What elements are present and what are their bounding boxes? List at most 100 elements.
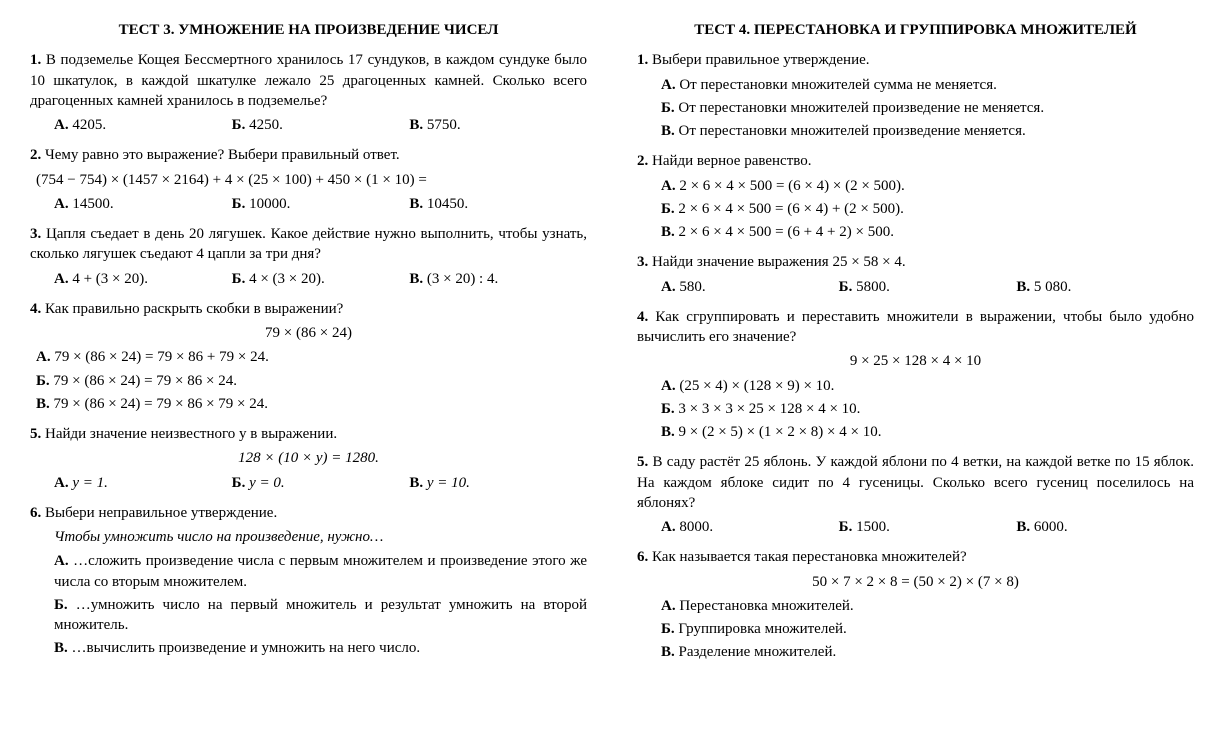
q-num: 3.	[30, 226, 41, 242]
q-body: Найди верное равенство.	[652, 153, 811, 169]
q-body: В саду растёт 25 яблонь. У каждой яблони…	[637, 454, 1194, 511]
options: А. 14500. Б. 10000. В. 10450.	[30, 194, 587, 214]
q-num: 5.	[30, 426, 41, 442]
options: А. Перестановка множителей. Б. Группиров…	[637, 596, 1194, 663]
option-a[interactable]: А. …сложить произведение числа с первым …	[54, 551, 587, 592]
question-text: 5. В саду растёт 25 яблонь. У каждой ябл…	[637, 452, 1194, 513]
q-num: 4.	[637, 309, 648, 325]
t4-q3: 3. Найди значение выражения 25 × 58 × 4.…	[637, 252, 1194, 297]
option-a[interactable]: А. 4205.	[54, 115, 232, 135]
option-a[interactable]: А. 2 × 6 × 4 × 500 = (6 × 4) × (2 × 500)…	[661, 176, 1194, 196]
option-b[interactable]: Б. …умножить число на первый множитель и…	[54, 595, 587, 636]
q-body: Чему равно это выражение? Выбери правиль…	[45, 147, 400, 163]
test3-title: ТЕСТ 3. УМНОЖЕНИЕ НА ПРОИЗВЕДЕНИЕ ЧИСЕЛ	[30, 20, 587, 40]
q-body: Выбери неправильное утверждение.	[45, 505, 277, 521]
q-num: 2.	[637, 153, 648, 169]
q-body: Как называется такая перестановка множит…	[652, 549, 967, 565]
option-b[interactable]: Б. 79 × (86 × 24) = 79 × 86 × 24.	[36, 371, 587, 391]
options: А. 79 × (86 × 24) = 79 × 86 + 79 × 24. Б…	[30, 347, 587, 414]
expression: 128 × (10 × y) = 1280.	[30, 448, 587, 468]
option-c[interactable]: В. y = 10.	[409, 473, 587, 493]
option-c[interactable]: В. 5 080.	[1016, 277, 1194, 297]
option-b[interactable]: Б. y = 0.	[232, 473, 410, 493]
option-c[interactable]: В. …вычислить произведение и умножить на…	[54, 638, 587, 658]
t3-q3: 3. Цапля съедает в день 20 лягушек. Како…	[30, 224, 587, 289]
t3-q1: 1. В подземелье Кощея Бессмертного храни…	[30, 50, 587, 135]
t4-q1: 1. Выбери правильное утверждение. А. От …	[637, 50, 1194, 141]
option-c[interactable]: В. 5750.	[409, 115, 587, 135]
page: ТЕСТ 3. УМНОЖЕНИЕ НА ПРОИЗВЕДЕНИЕ ЧИСЕЛ …	[30, 20, 1194, 673]
question-text: 2. Чему равно это выражение? Выбери прав…	[30, 145, 587, 165]
q-num: 6.	[30, 505, 41, 521]
option-a[interactable]: А. 79 × (86 × 24) = 79 × 86 + 79 × 24.	[36, 347, 587, 367]
option-c[interactable]: В. 2 × 6 × 4 × 500 = (6 + 4 + 2) × 500.	[661, 222, 1194, 242]
q-body: Найди значение выражения 25 × 58 × 4.	[652, 254, 906, 270]
q-num: 1.	[637, 52, 648, 68]
question-text: 6. Как называется такая перестановка мно…	[637, 547, 1194, 567]
question-text: 1. Выбери правильное утверждение.	[637, 50, 1194, 70]
question-text: 4. Как правильно раскрыть скобки в выраж…	[30, 299, 587, 319]
option-b[interactable]: Б. 4 × (3 × 20).	[232, 269, 410, 289]
options: А. (25 × 4) × (128 × 9) × 10. Б. 3 × 3 ×…	[637, 376, 1194, 443]
option-a[interactable]: А. 580.	[661, 277, 839, 297]
t4-q2: 2. Найди верное равенство. А. 2 × 6 × 4 …	[637, 151, 1194, 242]
expression: 79 × (86 × 24)	[30, 323, 587, 343]
option-b[interactable]: Б. 1500.	[839, 517, 1017, 537]
question-text: 5. Найди значение неизвестного y в выраж…	[30, 424, 587, 444]
option-a[interactable]: А. (25 × 4) × (128 × 9) × 10.	[661, 376, 1194, 396]
q-num: 2.	[30, 147, 41, 163]
q-body: Цапля съедает в день 20 лягушек. Какое д…	[30, 226, 587, 262]
question-text: 4. Как сгруппировать и переставить множи…	[637, 307, 1194, 348]
option-a[interactable]: А. 4 + (3 × 20).	[54, 269, 232, 289]
options: А. 580. Б. 5800. В. 5 080.	[637, 277, 1194, 297]
option-b[interactable]: Б. Группировка множителей.	[661, 619, 1194, 639]
option-b[interactable]: Б. 5800.	[839, 277, 1017, 297]
q-num: 4.	[30, 301, 41, 317]
option-c[interactable]: В. Разделение множителей.	[661, 642, 1194, 662]
option-c[interactable]: В. (3 × 20) : 4.	[409, 269, 587, 289]
q-body: В подземелье Кощея Бессмертного хранилос…	[30, 52, 587, 109]
question-text: 6. Выбери неправильное утверждение.	[30, 503, 587, 523]
q-num: 6.	[637, 549, 648, 565]
option-b[interactable]: Б. 2 × 6 × 4 × 500 = (6 × 4) + (2 × 500)…	[661, 199, 1194, 219]
options: А. От перестановки множителей сумма не м…	[637, 75, 1194, 142]
question-text: 3. Найди значение выражения 25 × 58 × 4.	[637, 252, 1194, 272]
option-b[interactable]: Б. От перестановки множителей произведен…	[661, 98, 1194, 118]
option-c[interactable]: В. 79 × (86 × 24) = 79 × 86 × 79 × 24.	[36, 394, 587, 414]
t4-q5: 5. В саду растёт 25 яблонь. У каждой ябл…	[637, 452, 1194, 537]
option-c[interactable]: В. 9 × (2 × 5) × (1 × 2 × 8) × 4 × 10.	[661, 422, 1194, 442]
t3-q5: 5. Найди значение неизвестного y в выраж…	[30, 424, 587, 493]
expression: 9 × 25 × 128 × 4 × 10	[637, 351, 1194, 371]
options: А. 2 × 6 × 4 × 500 = (6 × 4) × (2 × 500)…	[637, 176, 1194, 243]
options: А. y = 1. Б. y = 0. В. y = 10.	[30, 473, 587, 493]
q-body: Выбери правильное утверждение.	[652, 52, 870, 68]
q-body: Как сгруппировать и переставить множител…	[637, 309, 1194, 345]
option-a[interactable]: А. 14500.	[54, 194, 232, 214]
option-b[interactable]: Б. 3 × 3 × 3 × 25 × 128 × 4 × 10.	[661, 399, 1194, 419]
lead-text: Чтобы умножить число на произведение, ну…	[54, 527, 587, 547]
test4-title: ТЕСТ 4. ПЕРЕСТАНОВКА И ГРУППИРОВКА МНОЖИ…	[637, 20, 1194, 40]
option-c[interactable]: В. 10450.	[409, 194, 587, 214]
q-body: Найди значение неизвестного y в выражени…	[45, 426, 337, 442]
t3-q4: 4. Как правильно раскрыть скобки в выраж…	[30, 299, 587, 414]
option-c[interactable]: В. От перестановки множителей произведен…	[661, 121, 1194, 141]
option-a[interactable]: А. Перестановка множителей.	[661, 596, 1194, 616]
expression: 50 × 7 × 2 × 8 = (50 × 2) × (7 × 8)	[637, 572, 1194, 592]
option-a[interactable]: А. y = 1.	[54, 473, 232, 493]
q-num: 3.	[637, 254, 648, 270]
t4-q4: 4. Как сгруппировать и переставить множи…	[637, 307, 1194, 443]
t3-q6: 6. Выбери неправильное утверждение. Чтоб…	[30, 503, 587, 659]
question-text: 2. Найди верное равенство.	[637, 151, 1194, 171]
q-num: 1.	[30, 52, 41, 68]
option-c[interactable]: В. 6000.	[1016, 517, 1194, 537]
question-text: 1. В подземелье Кощея Бессмертного храни…	[30, 50, 587, 111]
q-num: 5.	[637, 454, 648, 470]
option-a[interactable]: А. От перестановки множителей сумма не м…	[661, 75, 1194, 95]
option-b[interactable]: Б. 4250.	[232, 115, 410, 135]
expression: (754 − 754) × (1457 × 2164) + 4 × (25 × …	[36, 170, 587, 190]
question-text: 3. Цапля съедает в день 20 лягушек. Како…	[30, 224, 587, 265]
option-a[interactable]: А. 8000.	[661, 517, 839, 537]
options: А. …сложить произведение числа с первым …	[30, 551, 587, 658]
t4-q6: 6. Как называется такая перестановка мно…	[637, 547, 1194, 662]
option-b[interactable]: Б. 10000.	[232, 194, 410, 214]
